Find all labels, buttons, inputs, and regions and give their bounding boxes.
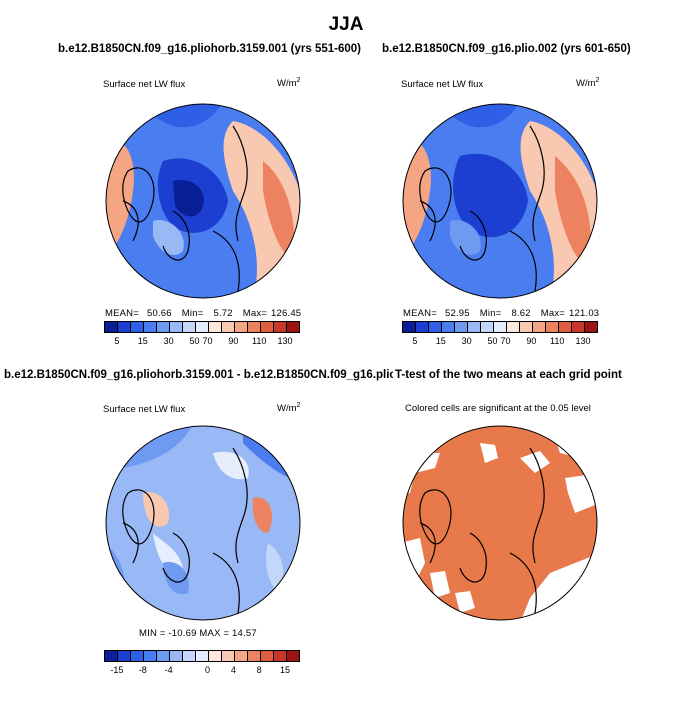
colorbar-swatch <box>468 322 481 332</box>
colorbar-swatch <box>183 651 196 661</box>
polar-map-bottom-left <box>105 425 301 621</box>
variable-label-bottom-left: Surface net LW flux <box>103 404 186 415</box>
colorbar-tick-label: 70 <box>202 336 213 346</box>
colorbar-swatch <box>144 651 157 661</box>
colorbar-swatch <box>455 322 468 332</box>
polar-map-top-left <box>105 103 301 299</box>
colorbar-tick-label: 8 <box>256 665 262 675</box>
colorbar-swatch <box>222 651 235 661</box>
colorbar-tick-label: 50 <box>189 336 200 346</box>
colorbar-swatch <box>546 322 559 332</box>
colorbar-tick-label: 70 <box>500 336 511 346</box>
units-label-top-right: W/m2 <box>576 77 600 90</box>
colorbar-tick-label: 15 <box>280 665 291 675</box>
colorbar-swatch <box>118 651 131 661</box>
polar-map-top-right <box>402 103 598 299</box>
colorbar-swatch <box>429 322 442 332</box>
colorbar-tick-label: 30 <box>163 336 174 346</box>
colorbar-tick-label: 5 <box>114 336 120 346</box>
colorbar-tick-label: -15 <box>110 665 124 675</box>
colorbar-swatch <box>183 322 196 332</box>
polar-map-bottom-right <box>402 425 598 621</box>
colorbar-swatch <box>196 322 209 332</box>
colorbar-swatch <box>481 322 494 332</box>
significance-note: Colored cells are significant at the 0.0… <box>405 403 591 414</box>
colorbar-swatch <box>170 651 183 661</box>
stats-top-right: MEAN= 52.95 Min= 8.62 Max= 121.03 <box>403 308 600 319</box>
colorbar-swatch <box>118 322 131 332</box>
figure-title: JJA <box>328 14 364 35</box>
colorbar-tick-label: 90 <box>526 336 537 346</box>
colorbar-tick-label: 110 <box>252 336 267 346</box>
colorbar-tick-label: 0 <box>204 665 210 675</box>
colorbar-tick-label: 90 <box>228 336 239 346</box>
colorbar-swatch <box>442 322 455 332</box>
colorbar-tick-label: 130 <box>575 336 591 346</box>
colorbar-tick-label: 110 <box>550 336 565 346</box>
colorbar-swatch <box>274 322 287 332</box>
colorbar-swatch <box>170 322 183 332</box>
colorbar-swatch <box>533 322 546 332</box>
colorbar-swatch <box>287 322 299 332</box>
colorbar-swatch <box>572 322 585 332</box>
colorbar-top-left <box>104 321 300 333</box>
colorbar-swatch <box>248 651 261 661</box>
colorbar-bottom-left <box>104 650 300 662</box>
units-label-top-left: W/m2 <box>277 77 301 90</box>
colorbar-swatch <box>274 651 287 661</box>
colorbar-swatch <box>235 651 248 661</box>
colorbar-tick-label: -4 <box>164 665 173 675</box>
colorbar-tick-label: 15 <box>137 336 148 346</box>
panel-title-bottom-left: b.e12.B1850CN.f09_g16.pliohorb.3159.001 … <box>4 369 419 381</box>
colorbar-tick-label: 5 <box>412 336 418 346</box>
colorbar-swatch <box>403 322 416 332</box>
variable-label-top-right: Surface net LW flux <box>401 79 484 90</box>
colorbar-tick-label: -8 <box>138 665 147 675</box>
stats-top-left: MEAN= 50.66 Min= 5.72 Max= 126.45 <box>105 308 302 319</box>
units-label-bottom-left: W/m2 <box>277 402 301 415</box>
colorbar-swatch <box>416 322 429 332</box>
colorbar-swatch <box>196 651 209 661</box>
colorbar-swatch <box>287 651 299 661</box>
colorbar-swatch <box>520 322 533 332</box>
colorbar-swatch <box>559 322 572 332</box>
colorbar-swatch <box>222 322 235 332</box>
colorbar-swatch <box>261 651 274 661</box>
colorbar-swatch <box>585 322 597 332</box>
colorbar-tick-label: 15 <box>435 336 446 346</box>
variable-label-top-left: Surface net LW flux <box>103 79 186 90</box>
colorbar-tick-label: 4 <box>230 665 236 675</box>
colorbar-top-right <box>402 321 598 333</box>
colorbar-swatch <box>209 322 222 332</box>
panel-title-bottom-right: T-test of the two means at each grid poi… <box>393 369 622 381</box>
colorbar-swatch <box>144 322 157 332</box>
colorbar-swatch <box>105 322 118 332</box>
panel-title-top-left: b.e12.B1850CN.f09_g16.pliohorb.3159.001 … <box>58 43 361 55</box>
colorbar-swatch <box>131 651 144 661</box>
colorbar-swatch <box>507 322 520 332</box>
colorbar-swatch <box>235 322 248 332</box>
colorbar-swatch <box>105 651 118 661</box>
colorbar-swatch <box>157 651 170 661</box>
stats-bottom-left: MIN = -10.69 MAX = 14.57 <box>139 628 257 639</box>
colorbar-swatch <box>261 322 274 332</box>
colorbar-swatch <box>248 322 261 332</box>
colorbar-swatch <box>494 322 507 332</box>
colorbar-tick-label: 130 <box>277 336 293 346</box>
colorbar-swatch <box>131 322 144 332</box>
colorbar-swatch <box>157 322 170 332</box>
colorbar-tick-label: 30 <box>461 336 472 346</box>
panel-title-top-right: b.e12.B1850CN.f09_g16.plio.002 (yrs 601-… <box>382 43 631 55</box>
colorbar-swatch <box>209 651 222 661</box>
colorbar-tick-label: 50 <box>487 336 498 346</box>
